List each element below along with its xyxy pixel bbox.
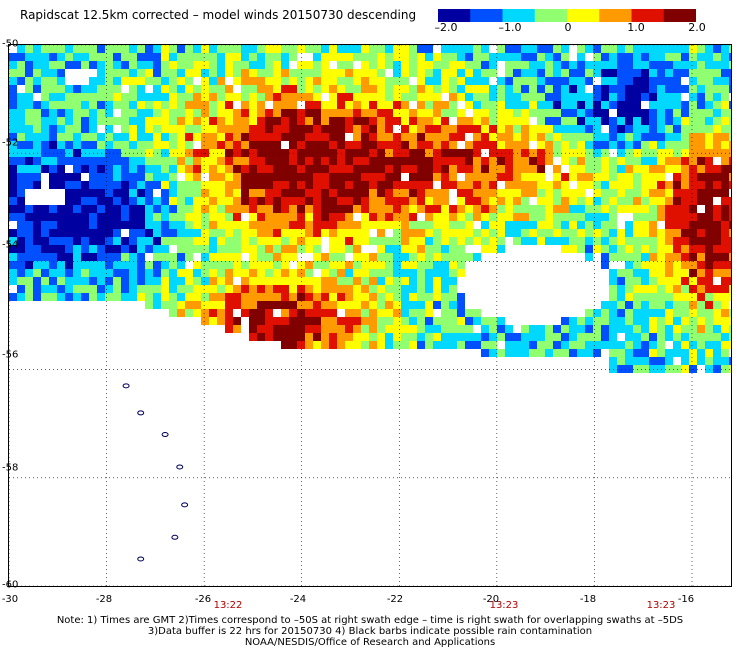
footnote-line: 3)Data buffer is 22 hrs for 20150730 4) … bbox=[147, 626, 593, 637]
colorbar-swatch bbox=[631, 9, 665, 22]
island-outline bbox=[122, 383, 130, 389]
colorbar-swatch bbox=[438, 9, 471, 22]
lon-label-18: -18 bbox=[579, 594, 597, 605]
map-plot-area[interactable] bbox=[8, 44, 732, 587]
lon-label-28: -28 bbox=[95, 594, 113, 605]
island-outline bbox=[181, 502, 189, 508]
colorbar bbox=[438, 9, 696, 22]
lat-label-50: -50 bbox=[2, 38, 19, 50]
footnote-line: Note: 1) Times are GMT 2)Times correspon… bbox=[56, 615, 684, 626]
colorbar-label-min: –2.0 bbox=[434, 21, 458, 34]
lat-label-60: -60 bbox=[2, 579, 19, 591]
map-title: Rapidscat 12.5km corrected – model winds… bbox=[20, 8, 417, 22]
colorbar-label-neg1: –1.0 bbox=[498, 21, 522, 34]
colorbar-label-pos1: 1.0 bbox=[627, 21, 645, 34]
island-outline bbox=[176, 464, 184, 470]
colorbar-label-zero: 0 bbox=[564, 21, 572, 34]
swath-time-label: 13:23 bbox=[489, 600, 519, 611]
colorbar-swatch bbox=[663, 9, 696, 22]
lat-label-56: -56 bbox=[2, 349, 19, 361]
lon-label-16: -16 bbox=[677, 594, 695, 605]
lat-label-54: -54 bbox=[2, 239, 19, 251]
lat-label-52: -52 bbox=[2, 137, 19, 149]
wind-difference-field bbox=[9, 45, 731, 586]
lon-label-24: -24 bbox=[289, 594, 307, 605]
colorbar-swatch bbox=[599, 9, 632, 22]
island-outline bbox=[171, 534, 179, 540]
lon-label-30: -30 bbox=[1, 594, 19, 605]
lon-label-22: -22 bbox=[386, 594, 404, 605]
colorbar-swatch bbox=[534, 9, 568, 22]
footnote-line: NOAA/NESDIS/Office of Research and Appli… bbox=[244, 637, 496, 648]
colorbar-swatch bbox=[567, 9, 600, 22]
lon-label-20: -20 bbox=[482, 594, 500, 605]
colorbar-label-max: 2.0 bbox=[688, 21, 706, 34]
island-outline bbox=[137, 410, 145, 416]
lat-label-58: -58 bbox=[2, 462, 19, 474]
lon-label-26: -26 bbox=[194, 594, 212, 605]
swath-time-label: 13:23 bbox=[646, 600, 676, 611]
colorbar-swatch bbox=[470, 9, 503, 22]
island-outline bbox=[137, 556, 145, 562]
swath-time-label: 13:22 bbox=[213, 600, 243, 611]
footnotes: Note: 1) Times are GMT 2)Times correspon… bbox=[0, 615, 740, 648]
island-outline bbox=[161, 432, 169, 438]
colorbar-swatch bbox=[502, 9, 536, 22]
